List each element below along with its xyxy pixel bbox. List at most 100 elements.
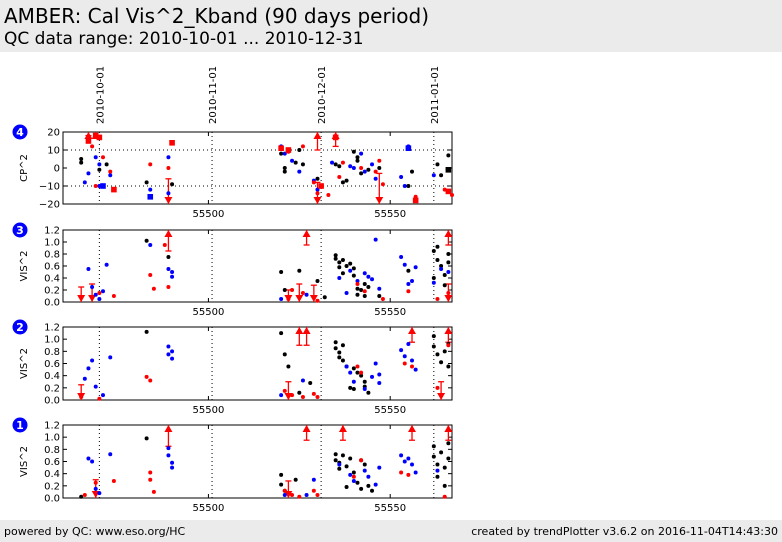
x-tick-label: 55500 (193, 209, 225, 220)
data-point (446, 270, 451, 274)
data-point (359, 166, 364, 170)
data-point (166, 352, 171, 357)
footer-created-by: created by trendPlotter v3.6.2 on 2016-1… (471, 525, 778, 538)
data-point (355, 370, 360, 375)
y-tick-label: 0.0 (44, 396, 60, 407)
limit-arrow (164, 230, 173, 237)
data-point (100, 393, 105, 398)
data-point (348, 456, 353, 461)
data-point (166, 166, 171, 170)
data-point (315, 279, 320, 283)
data-point (439, 267, 444, 271)
data-point (104, 162, 109, 167)
data-point (355, 286, 360, 291)
data-point (326, 193, 331, 197)
data-point (82, 376, 87, 381)
data-point (108, 355, 113, 360)
data-point (402, 354, 407, 359)
data-point (318, 183, 324, 189)
data-point (93, 184, 98, 188)
limit-arrow (302, 327, 311, 334)
data-point (359, 370, 364, 375)
footer-bar (0, 520, 782, 542)
data-point (355, 292, 360, 297)
data-point (362, 379, 367, 384)
data-point (377, 294, 382, 298)
data-point (79, 160, 84, 165)
data-point (279, 393, 284, 398)
data-point (333, 452, 338, 457)
data-point (402, 361, 407, 366)
data-point (311, 477, 316, 482)
data-point (170, 465, 175, 470)
plot-frame (62, 131, 453, 205)
data-point (446, 441, 451, 446)
data-point (431, 454, 436, 459)
panel-badge (12, 222, 28, 238)
data-point (97, 396, 102, 401)
data-point (348, 370, 353, 375)
data-point (435, 385, 440, 390)
data-point (166, 191, 171, 196)
y-tick-label: 1.2 (44, 421, 60, 432)
date-label: 2010-11-01 (208, 66, 219, 124)
panel-4: 20 10 0 −10 −20 55500 55550 CP^2 4 (12, 124, 454, 220)
data-point (431, 444, 436, 449)
limit-arrow (164, 197, 173, 204)
data-point (410, 358, 415, 363)
data-point (337, 355, 342, 360)
y-tick-label: 0.8 (44, 445, 60, 456)
data-point (282, 169, 287, 174)
data-point (162, 243, 167, 247)
data-point (170, 274, 175, 279)
limit-arrow (338, 425, 347, 432)
panel-1: 1.21.00.80.60.40.2 0.0 55500 55550 VIS^2 1 (12, 417, 453, 514)
data-point (97, 291, 102, 295)
limit-arrow (164, 425, 173, 432)
y-tick-label: 1.0 (44, 433, 60, 444)
data-point (337, 265, 342, 270)
data-point (333, 253, 338, 258)
data-point (337, 466, 342, 471)
y-tick-label: −10 (39, 182, 60, 193)
data-point (348, 472, 353, 477)
panel-badge-number: 3 (16, 224, 24, 237)
y-tick-label: 1.2 (44, 226, 60, 237)
data-point (315, 492, 320, 497)
data-point (337, 175, 342, 179)
data-point (362, 169, 367, 174)
y-axis-label: VIS^2 (19, 251, 30, 282)
data-point (446, 343, 451, 348)
data-point (370, 162, 375, 167)
date-label: 2010-12-01 (317, 66, 328, 124)
data-point (366, 483, 371, 488)
data-point (282, 288, 287, 292)
data-point (359, 486, 364, 491)
data-point (370, 277, 375, 282)
data-point (351, 366, 356, 371)
data-point (144, 436, 149, 441)
data-point (151, 489, 156, 494)
data-point (344, 485, 349, 490)
data-point (351, 470, 356, 475)
data-point (355, 155, 360, 160)
data-point (315, 176, 320, 181)
data-point (90, 144, 95, 149)
data-point (86, 366, 91, 371)
y-tick-label: 0.8 (44, 347, 60, 358)
data-point (144, 238, 149, 243)
data-point (170, 356, 175, 361)
data-point (90, 285, 95, 289)
data-point (100, 183, 106, 189)
data-point (406, 456, 411, 461)
data-point (282, 166, 287, 170)
x-tick-label: 55500 (193, 307, 225, 318)
data-point (144, 180, 149, 185)
data-point (351, 387, 356, 392)
x-tick-label: 55550 (374, 405, 406, 416)
data-point (410, 364, 415, 369)
data-point (315, 191, 320, 196)
data-point (340, 343, 345, 348)
data-point (442, 283, 447, 288)
